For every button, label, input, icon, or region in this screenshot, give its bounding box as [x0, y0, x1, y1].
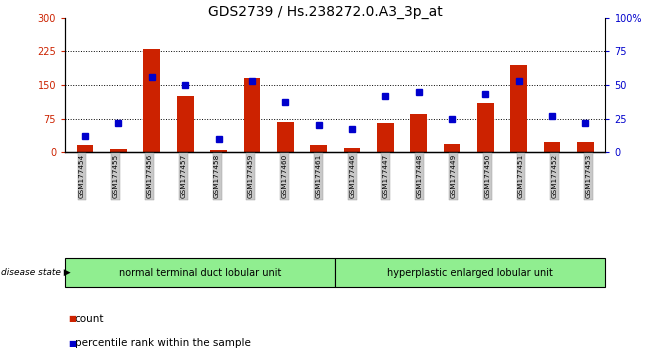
Text: GSM177450: GSM177450	[484, 154, 490, 198]
Text: GSM177455: GSM177455	[113, 154, 118, 198]
Bar	[577, 142, 594, 152]
Text: percentile rank within the sample: percentile rank within the sample	[75, 338, 251, 348]
Bar	[410, 114, 427, 152]
Text: GSM177446: GSM177446	[349, 154, 355, 198]
Bar	[65, 258, 335, 287]
Text: GSM177461: GSM177461	[315, 154, 322, 198]
Text: hyperplastic enlarged lobular unit: hyperplastic enlarged lobular unit	[387, 268, 553, 278]
Text: GDS2739 / Hs.238272.0.A3_3p_at: GDS2739 / Hs.238272.0.A3_3p_at	[208, 5, 443, 19]
Bar	[344, 148, 360, 152]
Text: count: count	[75, 314, 104, 324]
Text: GSM177452: GSM177452	[552, 154, 558, 198]
Text: GSM177453: GSM177453	[585, 154, 592, 198]
Bar	[444, 144, 460, 152]
Bar	[510, 65, 527, 152]
Text: GSM177459: GSM177459	[248, 154, 254, 198]
Text: GSM177460: GSM177460	[282, 154, 288, 198]
Bar	[143, 49, 160, 152]
Text: ■: ■	[68, 314, 76, 323]
Text: GSM177456: GSM177456	[146, 154, 152, 198]
Bar	[277, 122, 294, 152]
Bar	[210, 150, 227, 152]
Text: ■: ■	[68, 339, 76, 348]
Bar	[243, 78, 260, 152]
Text: disease state ▶: disease state ▶	[1, 268, 70, 277]
Text: GSM177447: GSM177447	[383, 154, 389, 198]
Text: GSM177454: GSM177454	[79, 154, 85, 198]
Bar	[477, 103, 493, 152]
Bar	[335, 258, 605, 287]
Bar	[77, 145, 94, 152]
Bar	[377, 123, 394, 152]
Text: GSM177448: GSM177448	[417, 154, 422, 198]
Text: GSM177451: GSM177451	[518, 154, 524, 198]
Text: GSM177449: GSM177449	[450, 154, 456, 198]
Text: normal terminal duct lobular unit: normal terminal duct lobular unit	[119, 268, 281, 278]
Bar	[544, 142, 561, 152]
Bar	[311, 145, 327, 152]
Bar	[110, 149, 127, 152]
Bar	[177, 96, 193, 152]
Text: GSM177457: GSM177457	[180, 154, 186, 198]
Text: GSM177458: GSM177458	[214, 154, 220, 198]
